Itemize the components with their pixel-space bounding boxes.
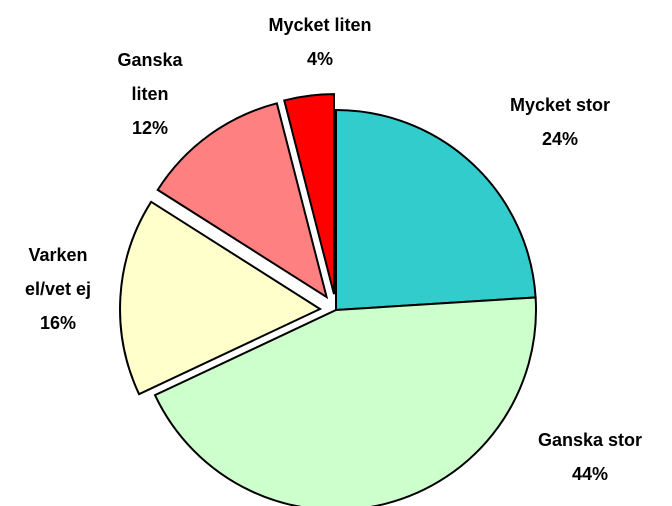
value-label: 24% bbox=[541, 129, 579, 149]
category-label: Ganska stor bbox=[537, 430, 643, 450]
pie-slice bbox=[335, 108, 537, 312]
value-label: 16% bbox=[39, 313, 77, 333]
pie-slice bbox=[153, 296, 537, 506]
category-label: Mycket liten bbox=[268, 15, 372, 35]
pie-slice bbox=[283, 93, 335, 295]
value-label: 12% bbox=[131, 118, 169, 138]
slice-label: Ganska stor 44% bbox=[505, 423, 672, 491]
pie-slice bbox=[119, 200, 323, 396]
value-label: 44% bbox=[571, 464, 609, 484]
slice-label: Mycket liten 4% bbox=[220, 8, 420, 76]
category-label: Ganska liten bbox=[117, 50, 183, 104]
category-label: Varken el/vet ej bbox=[24, 245, 92, 299]
pie-slice bbox=[156, 102, 329, 300]
slice-label: Mycket stor 24% bbox=[460, 88, 660, 156]
category-label: Mycket stor bbox=[509, 95, 611, 115]
value-label: 4% bbox=[306, 49, 333, 69]
slice-label: Ganska liten 12% bbox=[100, 43, 200, 145]
slice-label: Varken el/vet ej 16% bbox=[8, 238, 108, 340]
